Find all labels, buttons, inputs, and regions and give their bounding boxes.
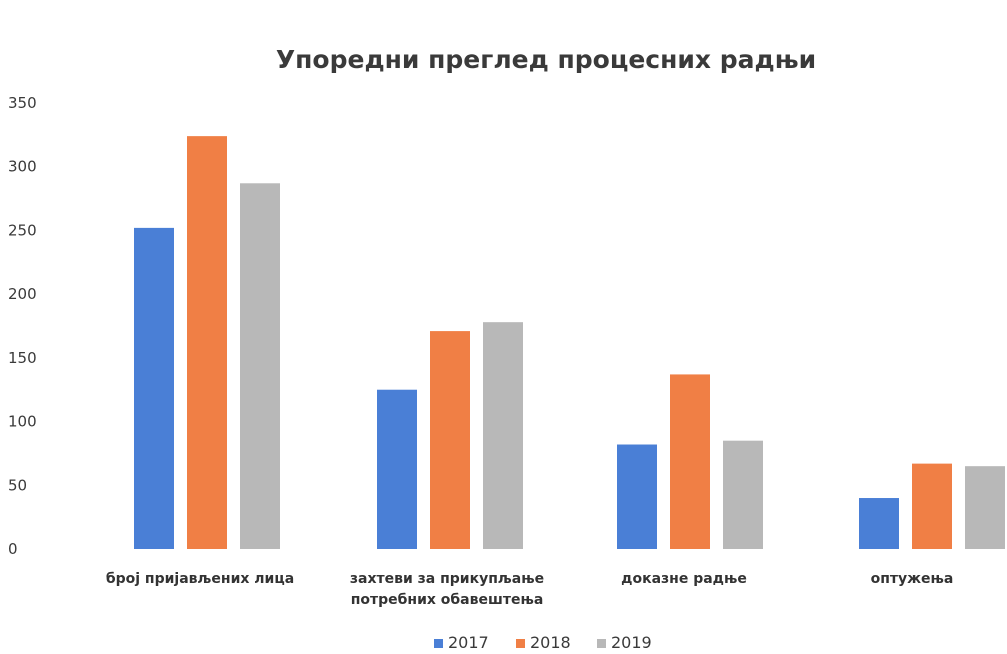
legend-label-2019: 2019 <box>611 633 652 652</box>
legend-label-2018: 2018 <box>530 633 571 652</box>
legend-swatch-2017 <box>434 639 443 648</box>
legend: 2017 2018 2019 <box>434 633 652 652</box>
legend-swatch-2018 <box>516 639 525 648</box>
y-tick-label: 300 <box>8 158 37 176</box>
y-tick-label: 350 <box>8 94 37 112</box>
bar-2019-0 <box>240 183 280 549</box>
bars <box>134 136 1005 550</box>
chart-title: Упоредни преглед процесних радњи <box>276 45 816 74</box>
x-category-label: потребних обавештења <box>351 592 544 608</box>
y-tick-label: 100 <box>8 413 37 431</box>
bar-2017-1 <box>377 389 417 549</box>
legend-label-2017: 2017 <box>448 633 489 652</box>
y-tick-label: 50 <box>8 476 27 494</box>
x-axis-labels: број пријављених лица захтеви за прикупља… <box>106 571 954 608</box>
x-category-label: доказне радње <box>621 571 747 587</box>
y-tick-label: 0 <box>8 540 18 558</box>
x-category-label: број пријављених лица <box>106 571 294 587</box>
bar-2019-2 <box>723 440 763 549</box>
legend-swatch-2019 <box>597 639 606 648</box>
y-tick-label: 250 <box>8 221 37 239</box>
x-category-label: захтеви за прикупљање <box>350 571 544 587</box>
x-category-label: оптужења <box>871 571 954 587</box>
bar-2018-3 <box>912 463 952 549</box>
bar-2019-1 <box>483 322 523 549</box>
y-tick-label: 200 <box>8 285 37 303</box>
bar-2017-2 <box>617 444 657 549</box>
y-tick-label: 150 <box>8 349 37 367</box>
bar-2017-3 <box>859 498 899 549</box>
bar-2018-1 <box>430 331 470 549</box>
bar-2017-0 <box>134 227 174 549</box>
bar-2018-2 <box>670 374 710 549</box>
bar-2019-3 <box>965 466 1005 549</box>
y-axis-ticks: 0 50 100 150 200 250 300 350 <box>8 94 37 558</box>
bar-2018-0 <box>187 136 227 550</box>
